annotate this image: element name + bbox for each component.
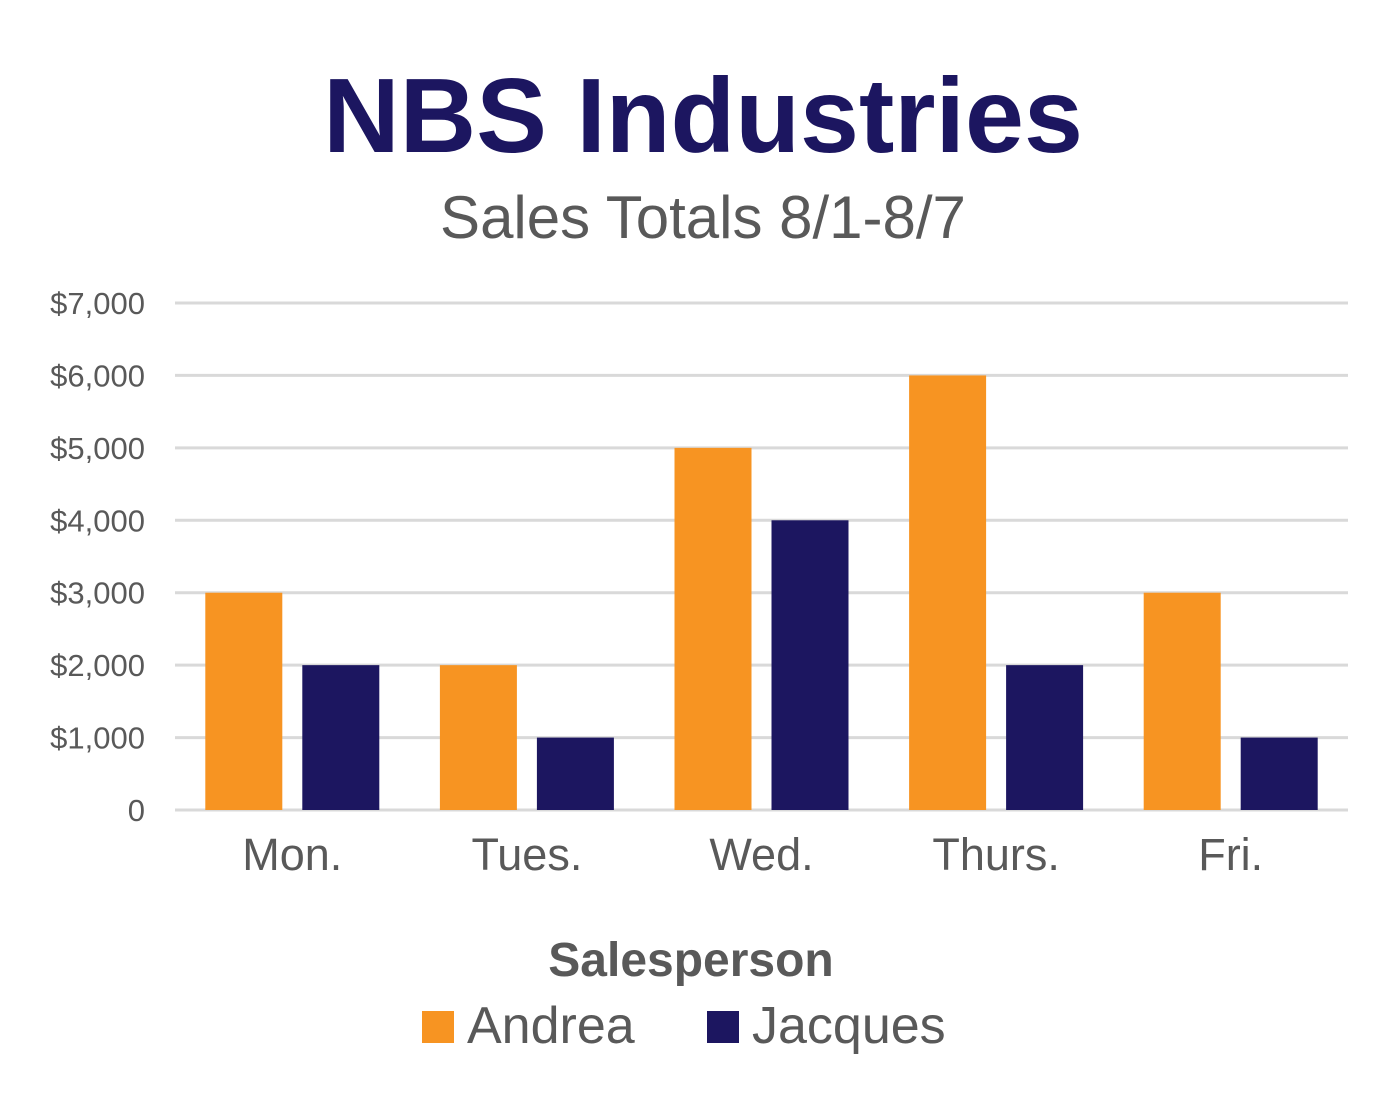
bar-jacques-tues — [536, 737, 614, 810]
bar-jacques-fri — [1240, 737, 1318, 810]
y-tick-label: $1,000 — [50, 721, 145, 756]
legend-label-jacques: Jacques — [752, 997, 946, 1055]
bar-andrea-thurs — [909, 375, 987, 810]
x-tick-label: Thurs. — [932, 829, 1060, 880]
legend: Andrea Jacques — [422, 997, 946, 1055]
bar-jacques-mon — [302, 665, 380, 810]
bar-jacques-thurs — [1006, 665, 1084, 810]
legend-swatch-jacques — [707, 1011, 739, 1043]
y-axis-tick-labels: 0 $1,000 $2,000 $3,000 $4,000 $5,000 $6,000 $7,… — [50, 286, 145, 828]
bar-andrea-mon — [205, 592, 283, 810]
chart-title: NBS Industries — [323, 57, 1083, 175]
x-tick-label: Wed. — [709, 829, 813, 880]
bars — [205, 375, 1318, 810]
bar-andrea-fri — [1143, 592, 1221, 810]
bar-jacques-wed — [771, 520, 849, 810]
legend-title: Salesperson — [548, 934, 833, 987]
legend-swatch-andrea — [422, 1011, 454, 1043]
y-tick-label: $7,000 — [50, 286, 145, 321]
y-tick-label: 0 — [128, 793, 145, 828]
x-tick-label: Tues. — [471, 829, 582, 880]
legend-label-andrea: Andrea — [467, 997, 635, 1055]
y-tick-label: $3,000 — [50, 576, 145, 611]
y-tick-label: $2,000 — [50, 648, 145, 683]
y-tick-label: $5,000 — [50, 431, 145, 466]
x-axis-tick-labels: Mon. Tues. Wed. Thurs. Fri. — [242, 829, 1263, 880]
chart-subtitle: Sales Totals 8/1-8/7 — [440, 184, 966, 251]
x-tick-label: Fri. — [1198, 829, 1263, 880]
bar-andrea-tues — [439, 665, 517, 810]
x-tick-label: Mon. — [242, 829, 342, 880]
y-tick-label: $4,000 — [50, 503, 145, 538]
y-tick-label: $6,000 — [50, 358, 145, 393]
bar-andrea-wed — [674, 447, 752, 810]
